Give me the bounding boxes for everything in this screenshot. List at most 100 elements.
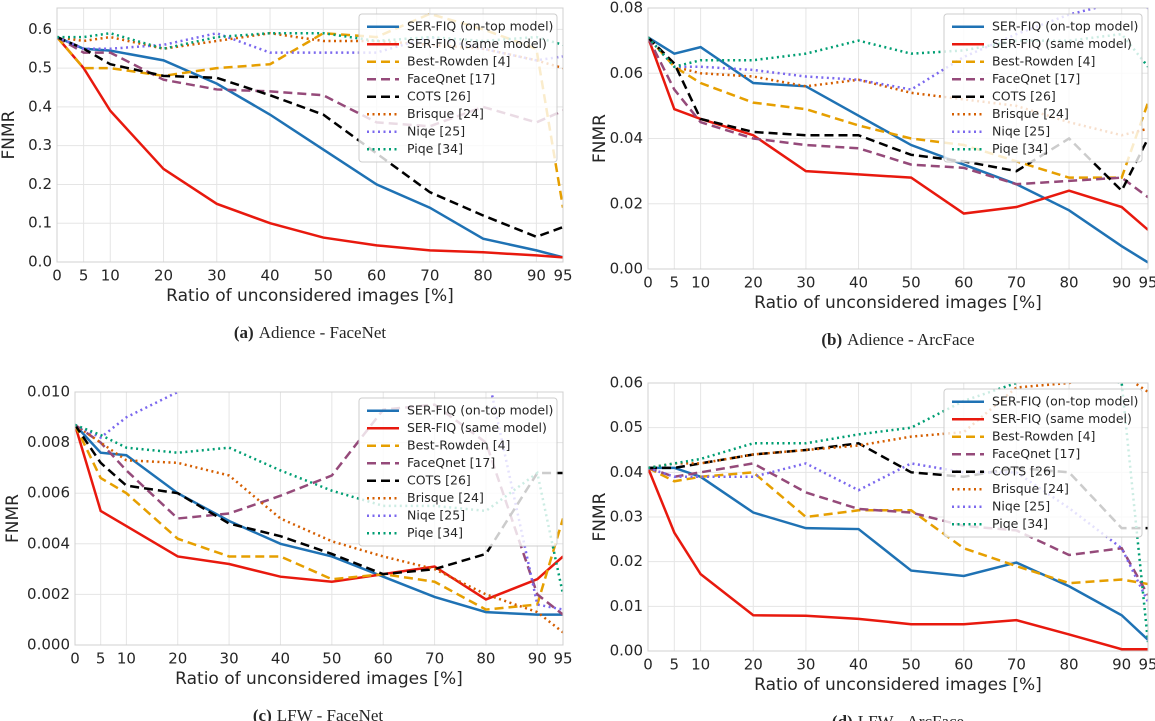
- lines: [648, 8, 1148, 264]
- series-line: [648, 442, 1148, 530]
- series-line: [57, 31, 563, 70]
- x-tick-label: 20: [744, 656, 763, 674]
- legend-label: Piqe [34]: [407, 525, 463, 540]
- y-tick-label: 0.000: [27, 636, 70, 654]
- y-tick-label: 0.08: [610, 0, 643, 17]
- x-tick-label: 40: [849, 274, 868, 292]
- series-line: [57, 36, 563, 259]
- x-tick-label: 50: [314, 267, 333, 285]
- x-tick-label: 20: [154, 267, 173, 285]
- legend-label: FaceQnet [17]: [407, 455, 495, 470]
- y-tick-label: 0.5: [28, 59, 52, 77]
- legend-box: [943, 13, 1143, 163]
- x-axis-label: Ratio of unconsidered images [%]: [175, 669, 463, 689]
- legend-label: COTS [26]: [992, 463, 1056, 478]
- x-tick-label: 70: [420, 267, 439, 285]
- legend-label: Brisque [24]: [407, 490, 484, 505]
- legend: SER-FIQ (on-top model) SER-FIQ (same mode…: [358, 397, 558, 547]
- x-tick-label: 50: [902, 274, 921, 292]
- y-axis-label: FNMR: [0, 110, 19, 159]
- x-tick-label: 90: [527, 267, 546, 285]
- plot-frame: [647, 7, 1149, 270]
- series-line: [648, 36, 1148, 231]
- x-axis-label: Ratio of unconsidered images [%]: [754, 675, 1042, 695]
- plot-frame: [56, 7, 564, 263]
- y-axis-label: FNMR: [590, 114, 610, 163]
- x-tick-label: 10: [101, 267, 120, 285]
- y-tick-label: 0.06: [610, 374, 643, 392]
- caption: (d) LFW - ArcFace: [832, 712, 964, 721]
- y-tick-label: 0.00: [610, 260, 643, 278]
- legend-label: SER-FIQ (same model): [407, 36, 547, 51]
- caption-text: LFW - ArcFace: [858, 712, 964, 721]
- plot-frame: [647, 382, 1149, 652]
- y-tick-label: 0.3: [28, 136, 52, 154]
- caption: (a) Adience - FaceNet: [234, 323, 387, 342]
- y-axis-label: FNMR: [3, 494, 23, 543]
- x-tick-label: 40: [271, 650, 290, 668]
- legend: SER-FIQ (on-top model) SER-FIQ (same mode…: [358, 13, 558, 163]
- x-tick-label: 40: [261, 267, 280, 285]
- legend-label: FaceQnet [17]: [992, 446, 1080, 461]
- legend-label: Best-Rowden [4]: [407, 437, 510, 452]
- legend-label: COTS [26]: [407, 472, 471, 487]
- x-tick-label: 80: [1060, 274, 1079, 292]
- y-tick-label: 0.04: [610, 129, 643, 147]
- legend-label: Best-Rowden [4]: [407, 53, 510, 68]
- legend-label: SER-FIQ (same model): [407, 420, 547, 435]
- y-tick-label: 0.02: [610, 194, 643, 212]
- x-tick-label: 70: [1007, 274, 1026, 292]
- series-line: [648, 36, 1148, 199]
- x-axis-label: Ratio of unconsidered images [%]: [754, 293, 1042, 313]
- legend: SER-FIQ (on-top model) SER-FIQ (same mode…: [943, 388, 1143, 538]
- y-tick-label: 0.010: [27, 383, 70, 401]
- x-tick-label: 0: [643, 656, 653, 674]
- x-tick-label: 30: [220, 650, 239, 668]
- legend-label: Niqe [25]: [992, 123, 1050, 138]
- legend-label: Best-Rowden [4]: [992, 53, 1095, 68]
- x-tick-label: 0: [643, 274, 653, 292]
- y-tick-label: 0.2: [28, 175, 52, 193]
- legend-label: SER-FIQ (on-top model): [407, 18, 553, 33]
- legend-box: [358, 13, 558, 163]
- legend-label: Piqe [34]: [407, 141, 463, 156]
- series-line: [648, 467, 1148, 651]
- legend-box: [943, 388, 1143, 538]
- x-tick-label: 80: [474, 267, 493, 285]
- x-tick-label: 5: [96, 650, 106, 668]
- x-tick-label: 95: [553, 267, 572, 285]
- series-line: [648, 462, 1148, 603]
- y-tick-label: 0.002: [27, 585, 70, 603]
- x-tick-label: 10: [117, 650, 136, 668]
- legend-label: SER-FIQ (on-top model): [407, 402, 553, 417]
- y-tick-label: 0.1: [28, 214, 52, 232]
- y-tick-label: 0.004: [27, 534, 70, 552]
- x-tick-label: 50: [902, 656, 921, 674]
- y-tick-label: 0.04: [610, 463, 643, 481]
- x-tick-label: 90: [1112, 656, 1131, 674]
- series-line: [648, 8, 1148, 91]
- series-line: [57, 31, 563, 51]
- x-tick-label: 60: [954, 656, 973, 674]
- series-line: [648, 466, 1148, 641]
- legend-label: SER-FIQ (same model): [992, 36, 1132, 51]
- y-tick-label: 0.03: [610, 508, 643, 526]
- x-tick-label: 20: [744, 274, 763, 292]
- caption-label: (a): [234, 323, 254, 342]
- x-tick-label: 50: [322, 650, 341, 668]
- x-tick-label: 95: [1138, 274, 1155, 292]
- legend-label: FaceQnet [17]: [407, 71, 495, 86]
- x-tick-label: 90: [1112, 274, 1131, 292]
- legend-label: FaceQnet [17]: [992, 71, 1080, 86]
- legend-label: Piqe [34]: [992, 141, 1048, 156]
- y-tick-label: 0.00: [610, 642, 643, 660]
- legend-label: SER-FIQ (same model): [992, 411, 1132, 426]
- legend: SER-FIQ (on-top model) SER-FIQ (same mode…: [943, 13, 1143, 163]
- x-tick-label: 95: [1138, 656, 1155, 674]
- series-line: [75, 423, 563, 595]
- series-line: [75, 424, 563, 616]
- series-line: [648, 466, 1148, 586]
- legend-label: Niqe [25]: [992, 498, 1050, 513]
- x-tick-label: 30: [796, 656, 815, 674]
- x-tick-label: 60: [374, 650, 393, 668]
